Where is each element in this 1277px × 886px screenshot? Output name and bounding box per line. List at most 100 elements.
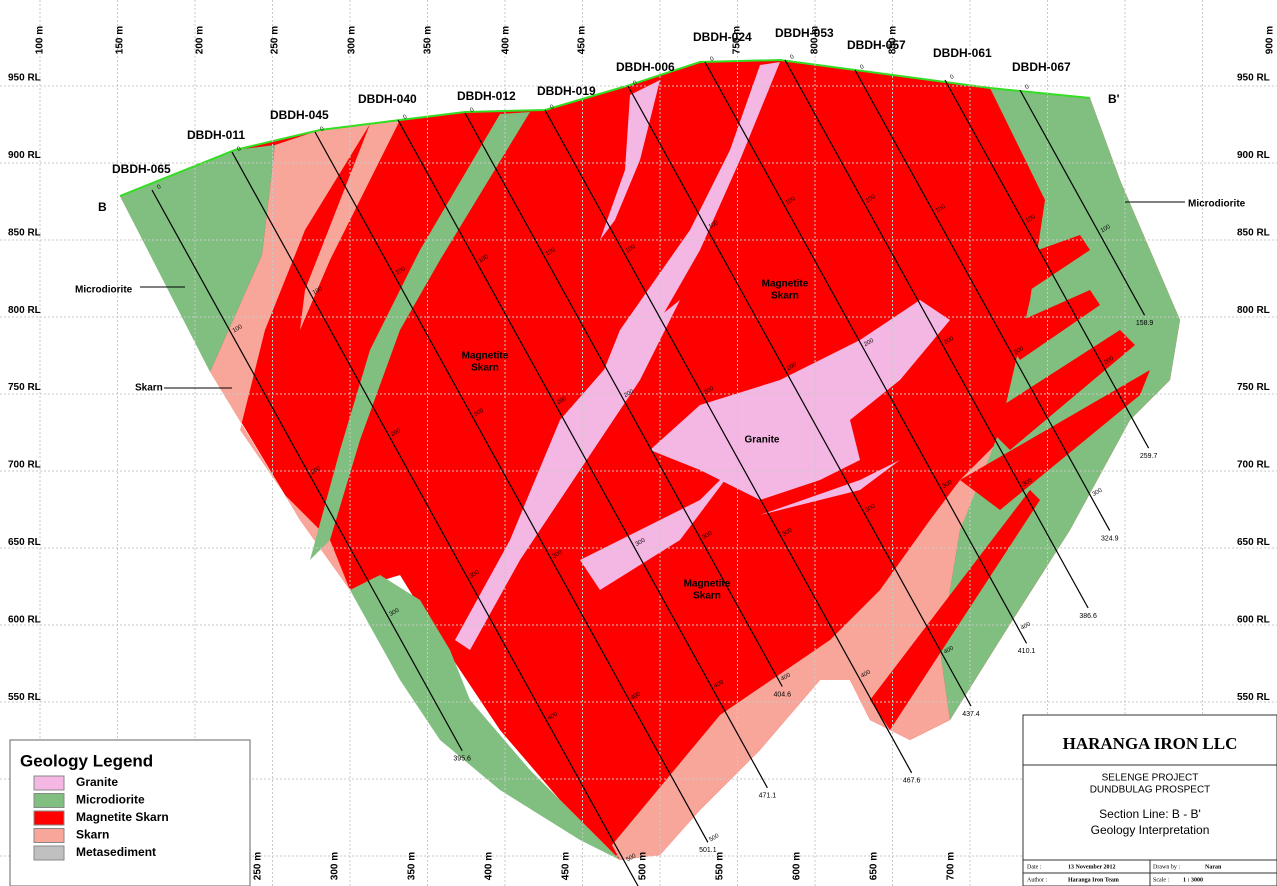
drill-hole [944,79,1150,449]
drill-hole [151,189,463,752]
depth-tick: 100 [395,266,407,277]
depth-tick: 200 [943,336,955,347]
hole-end-depth: 404.6 [773,691,791,698]
rl-label: 800 RL [8,305,41,316]
depth-tick: 100 [935,204,947,215]
x-label: 200 m [195,26,206,54]
drill-hole [627,85,972,707]
x-label: 650 m [869,852,880,880]
rl-label: 550 RL [8,692,41,703]
legend-swatch [33,828,65,843]
subject: Geology Interpretation [1091,823,1210,837]
legend-label: Skarn [76,828,109,842]
annotation: Microdiorite [1188,199,1246,210]
legend-swatch [33,810,65,826]
hole-end-depth: 324.9 [1101,535,1119,542]
hole-name: DBDH-067 [1012,60,1071,74]
depth-tick: 300 [942,479,954,490]
annotation: Skarn [135,383,163,394]
hole-end-depth: 437.4 [962,711,980,718]
x-label: 800 m [810,26,821,54]
x-label: 250 m [270,26,281,54]
rl-label: 650 RL [1237,537,1270,548]
company: HARANGA IRON LLC [1063,734,1238,753]
legend-swatch [33,845,65,861]
x-label: 350 m [423,26,434,54]
depth-tick: 400 [713,679,725,690]
hole-end-depth: 395.6 [453,756,471,763]
rl-label: 800 RL [1237,305,1270,316]
hole-name: DBDH-045 [270,108,329,122]
x-label: 150 m [115,26,126,54]
depth-tick: 400 [780,672,792,683]
depth-tick: 200 [1103,356,1115,367]
depth-tick: 300 [1022,477,1034,488]
depth-tick: 400 [860,669,872,680]
hole-end-depth: 410.1 [1018,648,1036,655]
legend-label: Magnetite Skarn [76,810,169,824]
hole-name: DBDH-061 [933,46,992,60]
rl-label: 900 RL [1237,150,1270,161]
depth-tick: 0 [789,54,795,61]
depth-tick: 0 [156,184,162,191]
drill-hole [397,119,768,789]
depth-tick: 500 [625,853,637,864]
depth-tick: 300 [702,530,714,541]
title-block-field: Author : [1027,877,1047,883]
annotation: Granite [744,435,779,446]
section-start: B [98,200,107,214]
hole-end-depth: 158.9 [1136,320,1154,327]
drill-hole [464,112,783,687]
depth-tick: 200 [310,466,322,477]
depth-tick: 300 [1092,487,1104,498]
depth-tick: 200 [623,389,635,400]
legend-label: Granite [76,775,118,789]
annotation: Magnetite [462,351,509,362]
section-end: B' [1108,92,1120,106]
x-label: 350 m [407,852,418,880]
x-label: 500 m [638,852,649,880]
hole-name: DBDH-057 [847,38,906,52]
rl-label: 900 RL [8,150,41,161]
rl-label: 850 RL [8,227,41,238]
depth-tick: 0 [402,114,408,121]
rl-label: 700 RL [8,460,41,471]
legend-label: Metasediment [76,845,156,859]
annotation: Microdiorite [75,285,133,296]
hole-name: DBDH-040 [358,92,417,106]
depth-tick: 0 [549,104,555,111]
depth-tick: 100 [232,324,244,335]
x-label: 300 m [330,852,341,880]
depth-tick: 400 [943,645,955,656]
drill-hole [1019,89,1146,316]
title-block-field: 1 : 3000 [1183,877,1203,883]
legend-label: Microdiorite [76,793,145,807]
depth-tick: 100 [865,194,877,205]
x-label: 100 m [35,26,46,54]
title-block-field: 13 November 2012 [1068,864,1116,870]
drill-hole [544,109,913,774]
rl-label: 700 RL [1237,460,1270,471]
depth-tick: 200 [390,428,402,439]
annotation: Magnetite [762,279,809,290]
depth-tick: 300 [552,549,564,560]
annotation: Skarn [471,363,499,374]
depth-tick: 100 [625,244,637,255]
hole-name: DBDH-019 [537,84,596,98]
depth-tick: 300 [782,527,794,538]
hole-end-depth: 467.6 [903,778,921,785]
drill-hole [704,61,1028,644]
depth-tick: 100 [1025,214,1037,225]
depth-tick: 0 [859,64,865,71]
depth-tick: 200 [786,362,798,373]
x-label: 900 m [1265,26,1276,54]
drill-hole [314,131,709,843]
drill-hole [854,69,1111,531]
hole-end-depth: 259.7 [1140,453,1158,460]
rl-label: 750 RL [1237,382,1270,393]
x-label: 700 m [946,852,957,880]
rl-label: 850 RL [1237,227,1270,238]
depth-tick: 100 [785,196,797,207]
title-block-field: Date : [1027,864,1042,870]
hole-name: DBDH-006 [616,60,675,74]
